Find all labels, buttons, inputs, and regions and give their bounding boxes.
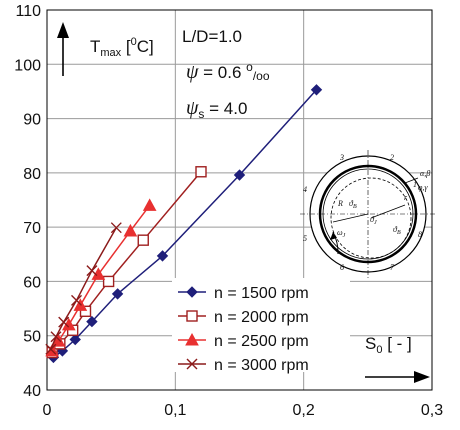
up-arrow-icon [57, 22, 69, 38]
data-point [142, 198, 157, 211]
x-marker-stroke [110, 222, 122, 234]
x-marker-stroke [186, 358, 198, 370]
legend-label: n = 2000 rpm [214, 309, 309, 326]
inset-r-label: r [404, 193, 408, 202]
inset-theta-label: ϑB [393, 225, 401, 236]
x-tick-label: 0 [43, 402, 52, 419]
inset-sector-label: 7 [390, 263, 395, 272]
data-point [156, 250, 169, 262]
data-point [233, 169, 246, 181]
psi-s-annotation: ψs = 4.0 [186, 97, 247, 121]
x-axis-label-text: S0 [ - ] [365, 334, 412, 356]
angle-leader-line [404, 177, 419, 184]
data-point [86, 315, 98, 328]
inset-theta-b-label: ϑB [349, 199, 357, 210]
data-point [195, 166, 207, 178]
y-tick-label: 40 [23, 383, 41, 400]
y-tick-label: 110 [15, 3, 41, 20]
legend-entry: n = 3000 rpm [178, 357, 309, 374]
plot-border [46, 9, 433, 391]
data-point [186, 286, 198, 298]
inset-sector-label: 5 [303, 234, 307, 243]
journal-circle [330, 177, 412, 259]
data-point [111, 288, 124, 300]
x-tick-labels: 0 0,1 0,2 0,3 [43, 402, 444, 419]
legend-label: n = 2500 rpm [214, 333, 309, 350]
data-point [186, 310, 198, 322]
inset-omega-label: ωJ [337, 228, 346, 239]
psi-annotation: ψ = 0.6 o/oo [186, 60, 270, 83]
inset-sector-label: 1 [413, 180, 417, 189]
legend-entry: n = 2000 rpm [178, 309, 309, 326]
data-point [110, 222, 122, 234]
legend-label: n = 3000 rpm [214, 357, 309, 374]
y-tick-label: 80 [23, 166, 41, 183]
data-point [102, 275, 115, 288]
data-point [79, 305, 92, 317]
data-point [58, 316, 70, 328]
x-marker-stroke [58, 316, 70, 328]
x-marker-stroke [50, 331, 62, 343]
data-point [91, 267, 106, 280]
bearing-inset-diagram: α,β φ,γ r R ϑB ϑJ ωJ ϑB 1 2 3 4 5 6 7 8 [300, 150, 436, 278]
legend-label: n = 1500 rpm [214, 285, 309, 302]
x-tick-label: 0,2 [293, 402, 315, 419]
legend: n = 1500 rpm n = 2000 rpm n = 2500 rpm n = … [178, 285, 309, 374]
series-4 [45, 222, 122, 355]
inset-sector-label: 6 [340, 263, 344, 272]
y-axis-label-text: Tmax [0C] [90, 36, 154, 59]
radius-r-line [370, 204, 406, 219]
data-point [310, 84, 323, 96]
inset-phi-gamma: φ,γ [418, 183, 428, 192]
y-tick-label: 50 [23, 329, 41, 346]
inset-sector-labels: 1 2 3 4 5 6 7 8 [303, 153, 422, 272]
inset-sector-label: 8 [418, 230, 422, 239]
y-tick-label: 60 [23, 274, 41, 291]
y-tick-label: 90 [23, 112, 41, 129]
inset-sector-label: 4 [303, 185, 307, 194]
y-axis-label: Tmax [0C] [57, 22, 154, 76]
series-3 [45, 198, 157, 357]
rotation-arrow-icon [330, 232, 337, 240]
data-point [45, 343, 57, 355]
data-point [50, 331, 62, 343]
legend-entry: n = 2500 rpm [178, 332, 309, 350]
y-tick-label: 70 [23, 220, 41, 237]
data-point [69, 333, 81, 346]
series-layer [45, 84, 323, 364]
y-tick-labels: 40 50 60 70 80 90 100 110 [14, 3, 41, 400]
x-tick-label: 0,1 [164, 402, 186, 419]
data-point [185, 332, 199, 346]
x-marker-stroke [86, 265, 98, 277]
x-marker-stroke [45, 343, 57, 355]
inset-sector-label: 3 [339, 153, 344, 162]
legend-entry: n = 1500 rpm [178, 285, 309, 302]
plot-frame [46, 9, 433, 391]
y-tick-label: 100 [14, 57, 41, 74]
legend-background [172, 278, 350, 372]
x-axis-label: S0 [ - ] [365, 334, 430, 383]
data-point [123, 223, 138, 237]
ld-annotation: L/D=1.0 [182, 27, 242, 46]
inset-R-label: R [337, 199, 343, 208]
data-point [186, 358, 198, 370]
inset-alpha-beta: α,β [420, 169, 430, 178]
series-line [50, 227, 117, 350]
data-point [71, 294, 83, 306]
x-tick-label: 0,3 [421, 402, 443, 419]
inset-theta-j-label: ϑJ [370, 215, 377, 226]
inset-sector-label: 2 [390, 153, 394, 162]
data-point [137, 234, 149, 246]
x-marker-stroke [71, 294, 83, 306]
right-arrow-icon [414, 371, 430, 383]
data-point [86, 265, 98, 277]
radius-R-line [332, 213, 369, 223]
data-point [51, 334, 66, 347]
